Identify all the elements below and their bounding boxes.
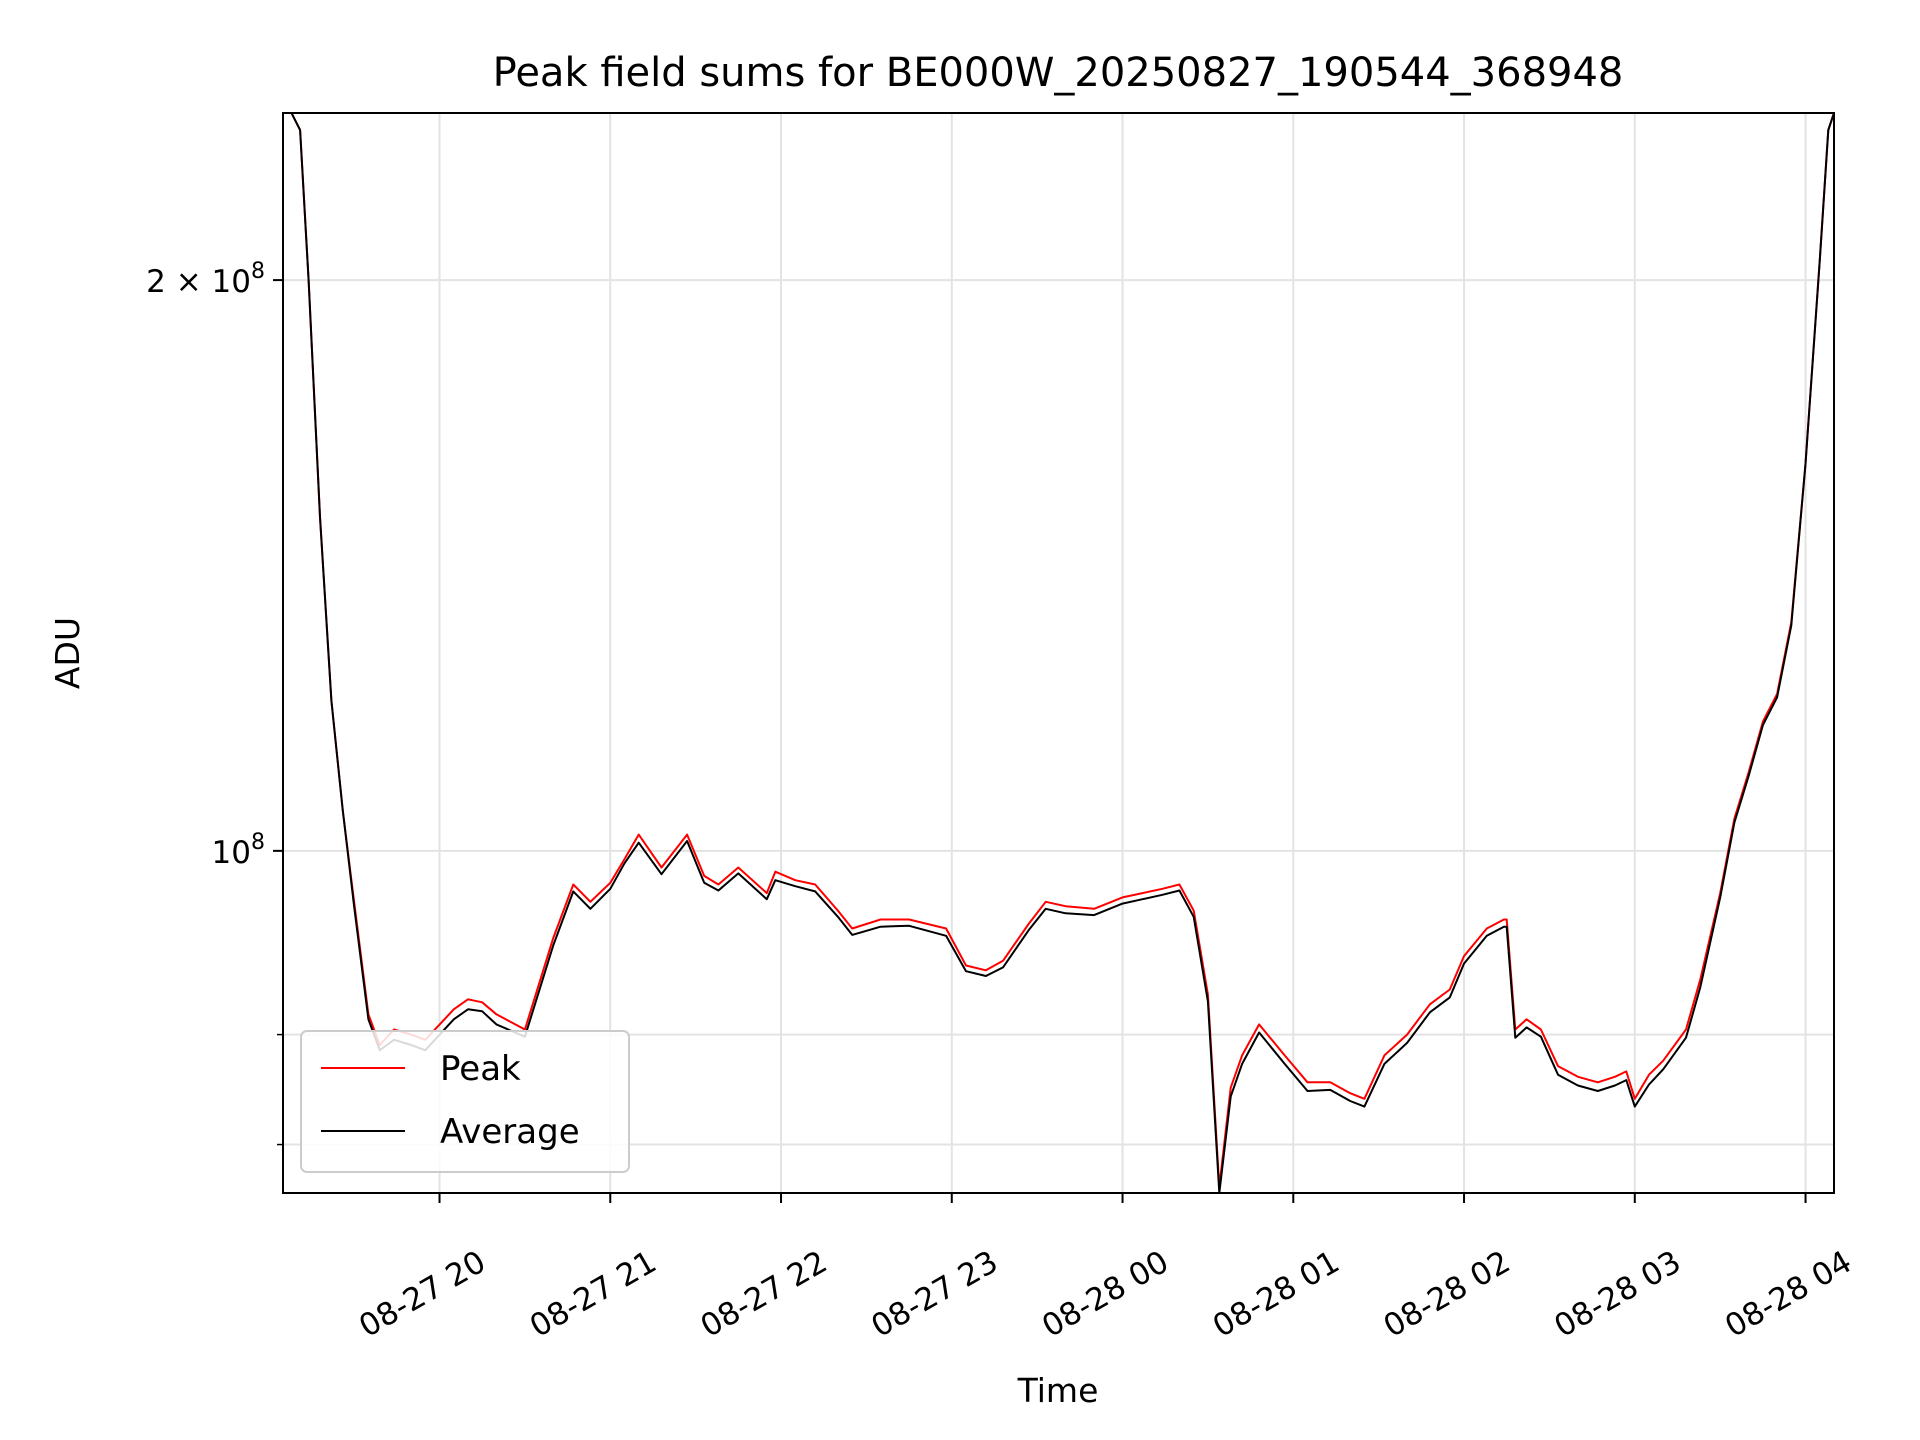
legend: Peak Average	[300, 1030, 630, 1173]
series-line-peak	[283, 113, 1834, 1188]
y-tick-label: 108	[212, 830, 265, 871]
legend-label-peak: Peak	[440, 1049, 521, 1089]
y-axis-ticks: 108 2 × 108	[146, 259, 283, 1146]
chart-title: Peak field sums for BE000W_20250827_1905…	[493, 50, 1624, 96]
plot-frame	[282, 112, 1835, 1194]
series-line-average	[283, 113, 1834, 1193]
legend-box	[300, 1030, 630, 1173]
series-lines	[283, 113, 1834, 1193]
y-axis-label: ADU	[48, 617, 87, 689]
x-axis-label: Time	[1017, 1371, 1099, 1410]
legend-label-average: Average	[440, 1112, 580, 1152]
y-tick-label: 2 × 108	[146, 259, 265, 300]
